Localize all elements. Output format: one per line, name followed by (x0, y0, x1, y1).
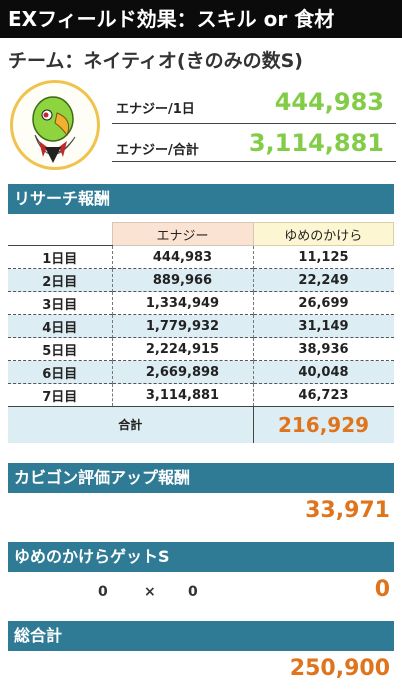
energy-column-header: エナジー (111, 222, 254, 246)
dream-shard-get-value: 0 (374, 577, 390, 602)
day-cell: 4日目 (8, 314, 112, 338)
dream-cell: 11,125 (252, 245, 394, 269)
table-row: 5日目 2,224,915 38,936 (8, 337, 394, 361)
table-row: 7日目 3,114,881 46,723 (8, 383, 394, 407)
table-row: 3日目 1,334,949 26,699 (8, 291, 394, 315)
grand-total-value: 250,900 (289, 656, 390, 681)
total-value: 216,929 (252, 406, 394, 443)
energy-cell: 2,224,915 (111, 337, 253, 361)
day-cell: 5日目 (8, 337, 112, 361)
dream-calc-operator: × (144, 584, 156, 600)
dream-cell: 40,048 (252, 360, 394, 384)
table-total-row: 合計 216,929 (8, 406, 394, 443)
table-row: 6日目 2,669,898 40,048 (8, 360, 394, 384)
day-cell: 7日目 (8, 383, 112, 407)
dream-calc-right: 0 (188, 584, 198, 600)
energy-cell: 1,779,932 (111, 314, 253, 338)
table-row: 4日目 1,779,932 31,149 (8, 314, 394, 338)
total-energy-label: エナジー/合計 (116, 143, 199, 158)
energy-cell: 444,983 (111, 245, 253, 269)
dream-calc-left: 0 (98, 584, 108, 600)
day-cell: 3日目 (8, 291, 112, 315)
day-cell: 2日目 (8, 268, 112, 292)
dream-shard-get-header: ゆめのかけらゲットS (8, 542, 394, 572)
daily-energy-row: エナジー/1日 444,983 (112, 84, 396, 124)
energy-cell: 889,966 (111, 268, 253, 292)
dream-cell: 46,723 (252, 383, 394, 407)
daily-energy-value: 444,983 (274, 88, 384, 116)
table-corner (8, 222, 112, 246)
dream-cell: 22,249 (252, 268, 394, 292)
table-row: 1日目 444,983 11,125 (8, 245, 394, 269)
grand-total-header: 総合計 (8, 621, 394, 651)
dream-cell: 31,149 (252, 314, 394, 338)
energy-cell: 1,334,949 (111, 291, 253, 315)
page-title: EXフィールド効果：スキル or 食材 (0, 0, 402, 38)
day-cell: 6日目 (8, 360, 112, 384)
total-label: 合計 (8, 406, 253, 443)
snorlax-reward-header: カビゴン評価アップ報酬 (8, 463, 394, 493)
energy-cell: 2,669,898 (111, 360, 253, 384)
team-label: チーム：ネイティオ(きのみの数S) (8, 50, 303, 72)
research-reward-table: エナジー ゆめのかけら 1日目 444,983 11,125 2日目 889,9… (8, 222, 394, 443)
snorlax-reward-value: 33,971 (305, 498, 390, 523)
total-energy-value: 3,114,881 (248, 129, 384, 157)
xatu-pokemon-icon (32, 96, 76, 163)
pokemon-avatar (10, 80, 100, 170)
table-row: 2日目 889,966 22,249 (8, 268, 394, 292)
research-reward-header: リサーチ報酬 (8, 184, 394, 214)
total-energy-row: エナジー/合計 3,114,881 (112, 124, 396, 162)
dream-column-header: ゆめのかけら (252, 222, 394, 246)
energy-cell: 3,114,881 (111, 383, 253, 407)
daily-energy-label: エナジー/1日 (116, 102, 195, 117)
day-cell: 1日目 (8, 245, 112, 269)
dream-cell: 26,699 (252, 291, 394, 315)
dream-cell: 38,936 (252, 337, 394, 361)
